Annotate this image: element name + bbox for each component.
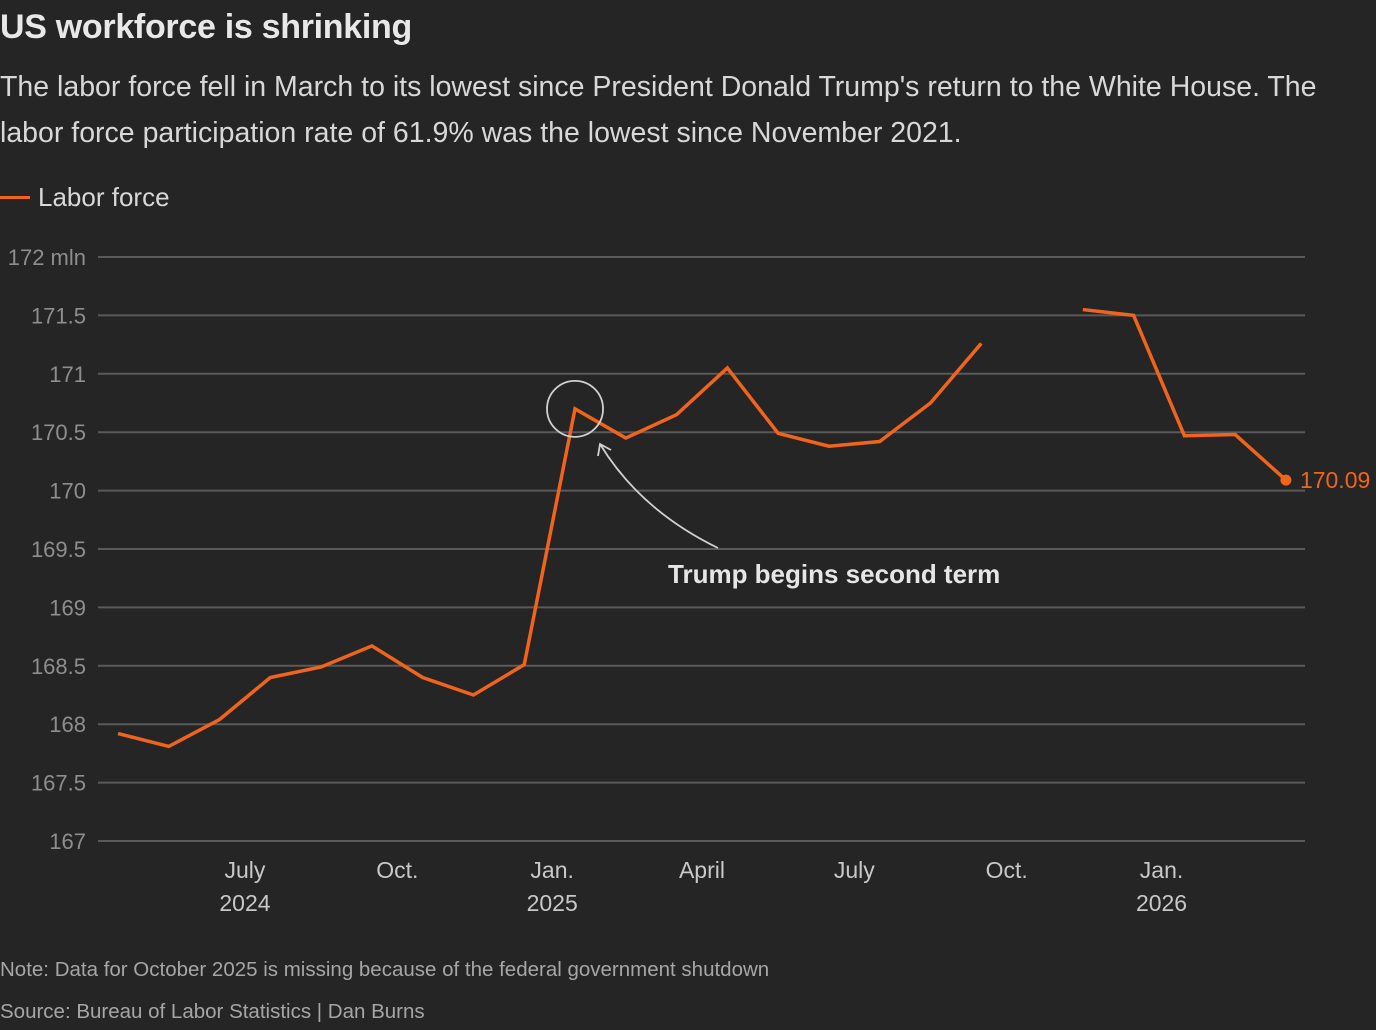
data-point	[1233, 433, 1237, 437]
x-tick-label: April	[679, 857, 725, 883]
data-point	[725, 366, 729, 370]
legend-swatch-labor-force	[0, 196, 30, 199]
y-tick-label: 170	[49, 479, 86, 504]
annotation-trump-second-term: Trump begins second term	[546, 379, 1000, 589]
data-point	[1081, 308, 1085, 312]
y-tick-label: 168.5	[31, 654, 86, 679]
series-labor-force: 170.09	[116, 307, 1370, 749]
x-tick-year-label: 2024	[219, 890, 270, 916]
data-point	[675, 413, 679, 417]
gridlines	[98, 256, 1305, 842]
y-tick-label: 167.5	[31, 771, 86, 796]
end-point-marker	[1280, 474, 1292, 486]
series-line-segment	[117, 342, 983, 749]
y-tick-label: 171.5	[31, 303, 86, 328]
x-tick-year-label: 2025	[527, 890, 578, 916]
y-tick-label: 171	[49, 362, 86, 387]
data-point	[421, 675, 425, 679]
y-tick-label: 169	[49, 595, 86, 620]
y-tick-label: 170.5	[31, 420, 86, 445]
data-point	[878, 440, 882, 444]
x-tick-year-label: 2026	[1136, 890, 1187, 916]
data-point	[319, 665, 323, 669]
data-point	[827, 444, 831, 448]
data-point	[522, 663, 526, 667]
footnote: Note: Data for October 2025 is missing b…	[0, 958, 770, 981]
data-point	[268, 675, 272, 679]
series-line-segment	[1082, 307, 1288, 482]
annotation-arrow	[599, 443, 719, 549]
data-point	[1132, 313, 1136, 317]
y-tick-label: 167	[49, 829, 86, 854]
chart-title: US workforce is shrinking	[0, 8, 412, 46]
data-point	[167, 744, 171, 748]
x-tick-label: Jan.	[530, 857, 573, 883]
data-point	[471, 693, 475, 697]
y-tick-label: 168	[49, 712, 86, 737]
data-point	[624, 436, 628, 440]
line-chart: 172 mln 171.5 171 170.5 170 169.5 169 168.5 168 1…	[8, 245, 1371, 916]
arrow-head-icon	[597, 442, 612, 457]
data-point	[928, 401, 932, 405]
end-value-label: 170.09	[1300, 467, 1370, 493]
y-axis-ticks: 172 mln 171.5 171 170.5 170 169.5 169 168.5 168 1…	[8, 245, 86, 854]
x-tick-label: July	[224, 857, 265, 883]
annotation-circle	[546, 379, 604, 438]
legend: Labor force	[0, 182, 170, 213]
data-point	[776, 431, 780, 435]
data-point	[116, 732, 120, 736]
data-point	[573, 407, 577, 411]
source-credit: Source: Bureau of Labor Statistics | Dan…	[0, 1000, 425, 1023]
y-tick-label: 169.5	[31, 537, 86, 562]
data-point	[370, 644, 374, 648]
x-tick-label: July	[834, 857, 875, 883]
x-tick-label: Oct.	[376, 857, 418, 883]
data-point	[218, 718, 222, 722]
x-axis-ticks: July 2024 Oct. Jan. 2025 April July Oct. Jan. 202…	[219, 857, 1187, 916]
chart-subtitle: The labor force fell in March to its low…	[0, 71, 1317, 149]
data-point	[1182, 434, 1186, 438]
annotation-label: Trump begins second term	[668, 559, 1000, 589]
x-tick-label: Oct.	[986, 857, 1028, 883]
legend-label: Labor force	[38, 182, 170, 212]
x-tick-label: Jan.	[1140, 857, 1183, 883]
y-tick-label: 172 mln	[8, 245, 86, 270]
data-point	[979, 341, 983, 345]
